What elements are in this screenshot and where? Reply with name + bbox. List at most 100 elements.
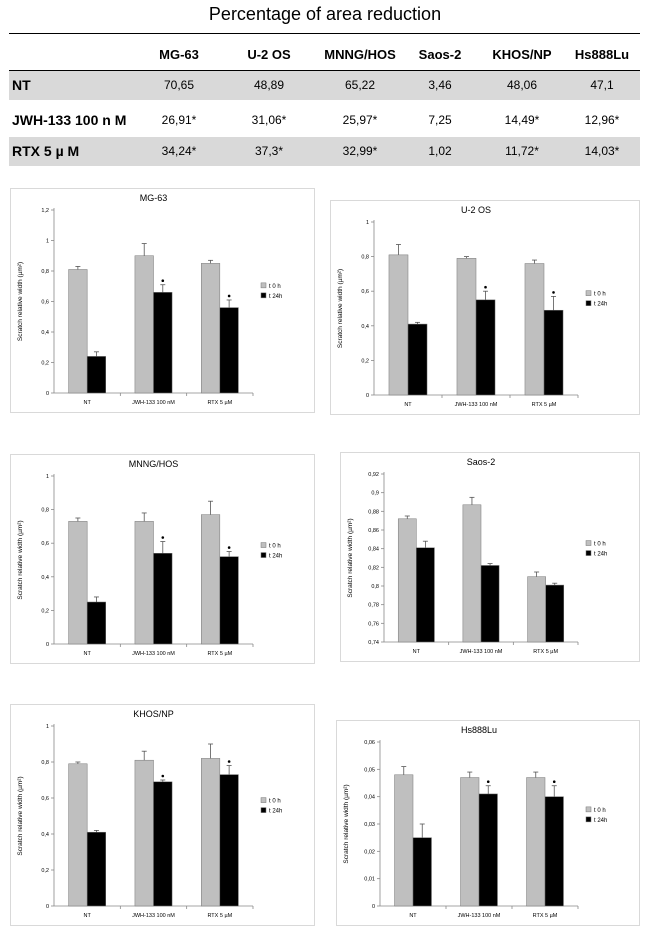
table-header-rule [9, 70, 640, 71]
y-tick-label: 0 [372, 904, 375, 910]
y-tick-label: 0 [46, 642, 49, 648]
y-tick-label: 0,8 [41, 508, 49, 514]
x-tick-label: RTX 5 µM [532, 402, 557, 408]
y-tick-label: 0,05 [364, 767, 375, 773]
chart-u2os: U-2 OS 0 0,2 0,4 0,6 0,8 1 Scratch relative wid… [330, 200, 640, 415]
y-tick-label: 0,2 [41, 868, 49, 874]
y-tick-label: 0,4 [361, 324, 369, 330]
column-header: U-2 OS [247, 47, 291, 62]
y-tick-label: 0,4 [41, 832, 49, 838]
x-tick-label: JWH-133 100 nM [460, 649, 503, 655]
table-top-rule [9, 33, 640, 34]
x-tick-label: RTX 5 µM [207, 400, 232, 406]
y-axis-label: Scratch relative width (µm²) [17, 776, 24, 855]
legend-swatch [260, 797, 267, 803]
legend-swatch [260, 542, 267, 548]
table-cell: 47,1 [590, 78, 614, 92]
x-tick-label: JWH-133 100 nM [132, 400, 175, 406]
y-tick-label: 0,74 [368, 640, 379, 646]
bar-t0 [460, 777, 480, 907]
legend-label: t 24h [269, 809, 282, 815]
bar-t24 [416, 547, 435, 643]
legend-swatch [585, 300, 592, 306]
table-cell: 25,97* [342, 113, 378, 127]
legend-label: t 0 h [594, 808, 606, 814]
bar-t24 [153, 292, 173, 394]
y-tick-label: 0,76 [368, 621, 379, 627]
bar-t0 [394, 774, 414, 907]
legend-label: t 24h [594, 818, 607, 824]
bar-t0 [134, 521, 154, 645]
y-tick-label: 0,8 [41, 760, 49, 766]
x-tick-label: NT [83, 400, 91, 406]
bar-t24 [86, 356, 106, 394]
y-tick-label: 0,2 [41, 608, 49, 614]
row-label: RTX 5 µ M [12, 143, 80, 159]
bar-t24 [412, 837, 432, 907]
y-tick-label: 1,2 [41, 208, 49, 214]
chart-svg: MNNG/HOS 0 0,2 0,4 0,6 0,8 1 Scratch relative w… [10, 454, 315, 664]
x-tick-label: NT [409, 913, 417, 919]
legend-label: t 24h [269, 294, 282, 300]
significance-marker [552, 780, 556, 784]
significance-marker [161, 536, 165, 539]
y-tick-label: 0,84 [368, 547, 379, 553]
column-header: Saos-2 [418, 47, 462, 62]
y-tick-label: 0,2 [41, 361, 49, 367]
x-tick-label: NT [83, 651, 91, 657]
significance-marker [161, 774, 165, 778]
chart-khosnp: KHOS/NP 0 0,2 0,4 0,6 0,8 1 Scratch relative wi… [10, 704, 315, 926]
bar-t24 [86, 831, 106, 907]
chart-svg: Saos-2 0,74 0,76 0,78 0,8 0,82 0,84 0,86 0,88 0,9… [340, 452, 640, 662]
table-header-row: MG-63 U-2 OS MNNG/HOS Saos-2 KHOS/NP Hs8… [9, 40, 640, 69]
y-tick-label: 0,86 [368, 528, 379, 534]
row-label: NT [12, 77, 31, 93]
table-cell: 37,3* [254, 144, 284, 158]
legend-swatch [585, 290, 592, 296]
y-tick-label: 0,8 [371, 584, 379, 590]
bar-t24 [478, 793, 498, 907]
table-cell: 11,72* [505, 144, 539, 158]
y-tick-label: 0 [46, 391, 49, 397]
chart-frame [10, 704, 315, 926]
bar-t0 [134, 255, 154, 394]
bar-t0 [397, 518, 417, 643]
legend-swatch [585, 816, 592, 823]
bar-t0 [201, 514, 221, 645]
table-row: RTX 5 µ M 34,24* 37,3* 32,99* 1,02 11,72… [9, 137, 640, 166]
y-axis-label: Scratch relative width (µm²) [347, 518, 354, 597]
bar-t24 [219, 307, 239, 394]
y-tick-label: 0,6 [361, 289, 369, 295]
legend-swatch [260, 282, 267, 289]
table-cell: 12,96* [584, 113, 620, 127]
bar-t24 [475, 299, 496, 396]
significance-marker [486, 780, 490, 784]
table-cell: 14,03* [584, 144, 620, 158]
legend-swatch [260, 552, 267, 558]
table-cell: 1,02 [428, 144, 452, 158]
x-tick-label: JWH-133 100 nM [455, 402, 498, 408]
y-tick-label: 0,8 [41, 269, 49, 275]
significance-marker [227, 546, 231, 549]
chart-title: MG-63 [140, 193, 168, 203]
x-tick-label: RTX 5 µM [207, 651, 232, 657]
chart-frame [330, 200, 640, 415]
y-axis-label: Scratch relative width (µm²) [337, 269, 344, 348]
y-tick-label: 0,2 [361, 358, 369, 364]
y-tick-label: 0,4 [41, 330, 49, 336]
bar-t0 [68, 763, 88, 907]
legend-label: t 0 h [269, 544, 281, 550]
x-tick-label: RTX 5 µM [533, 913, 558, 919]
column-header: MG-63 [159, 47, 199, 62]
y-tick-label: 0,78 [368, 603, 379, 609]
bar-t0 [201, 758, 221, 907]
significance-marker [484, 285, 487, 289]
chart-frame [10, 454, 315, 664]
y-tick-label: 0,82 [368, 565, 379, 571]
y-tick-label: 0,6 [41, 541, 49, 547]
y-tick-label: 0,9 [371, 491, 379, 497]
table-cell: 48,89 [253, 78, 285, 92]
chart-frame [336, 720, 640, 926]
bar-t0 [524, 263, 545, 396]
chart-frame [10, 188, 315, 413]
